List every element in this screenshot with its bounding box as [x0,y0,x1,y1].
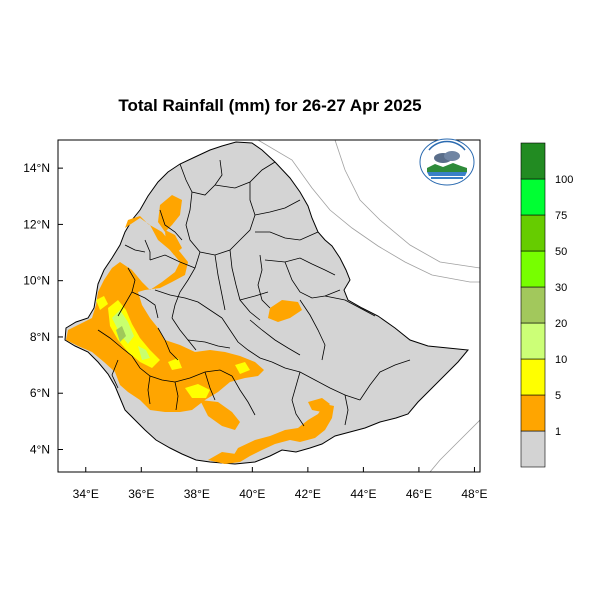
legend-label: 1 [555,426,561,438]
map-frame [57,139,481,473]
legend-label: 50 [555,246,567,258]
legend-swatch [520,394,546,432]
x-tick-label: 46°E [406,487,432,501]
map-title: Total Rainfall (mm) for 26-27 Apr 2025 [118,96,422,115]
legend-swatch [520,178,546,216]
x-tick-label: 48°E [461,487,487,501]
rainfall-10-20mm [112,310,150,360]
x-tick-label: 34°E [73,487,99,501]
legend: 1 5 10 20 30 50 75 100 [520,142,573,468]
x-tick-label: 44°E [350,487,376,501]
legend-label: 5 [555,390,561,402]
y-tick-label: 6°N [30,386,50,400]
legend-swatch [520,358,546,396]
legend-swatch [520,214,546,252]
legend-swatch [520,250,546,288]
legend-swatch [520,430,546,468]
legend-label: 100 [555,174,573,186]
y-tick-label: 14°N [23,161,50,175]
legend-label: 10 [555,354,567,366]
legend-label: 20 [555,318,567,330]
x-tick-label: 38°E [184,487,210,501]
y-tick-label: 12°N [23,217,50,231]
x-tick-label: 36°E [128,487,154,501]
y-tick-label: 8°N [30,330,50,344]
axis-labels: 34°E 36°E 38°E 40°E 42°E 44°E 46°E 48°E 14°N 12°N… [23,161,487,501]
legend-swatch [520,322,546,360]
y-tick-label: 4°N [30,442,50,456]
x-tick-label: 42°E [295,487,321,501]
rainfall-20-30mm [116,326,126,342]
legend-swatch [520,142,546,180]
outside-lines [257,140,480,472]
ethiopian-meteorology-institute-logo [419,138,475,186]
x-tick-label: 40°E [239,487,265,501]
rainfall-1-5mm [66,195,334,464]
legend-label: 30 [555,282,567,294]
y-tick-label: 10°N [23,274,50,288]
legend-label: 75 [555,210,567,222]
axis-ticks [58,167,475,472]
legend-swatch [520,286,546,324]
admin-boundaries [97,159,411,427]
